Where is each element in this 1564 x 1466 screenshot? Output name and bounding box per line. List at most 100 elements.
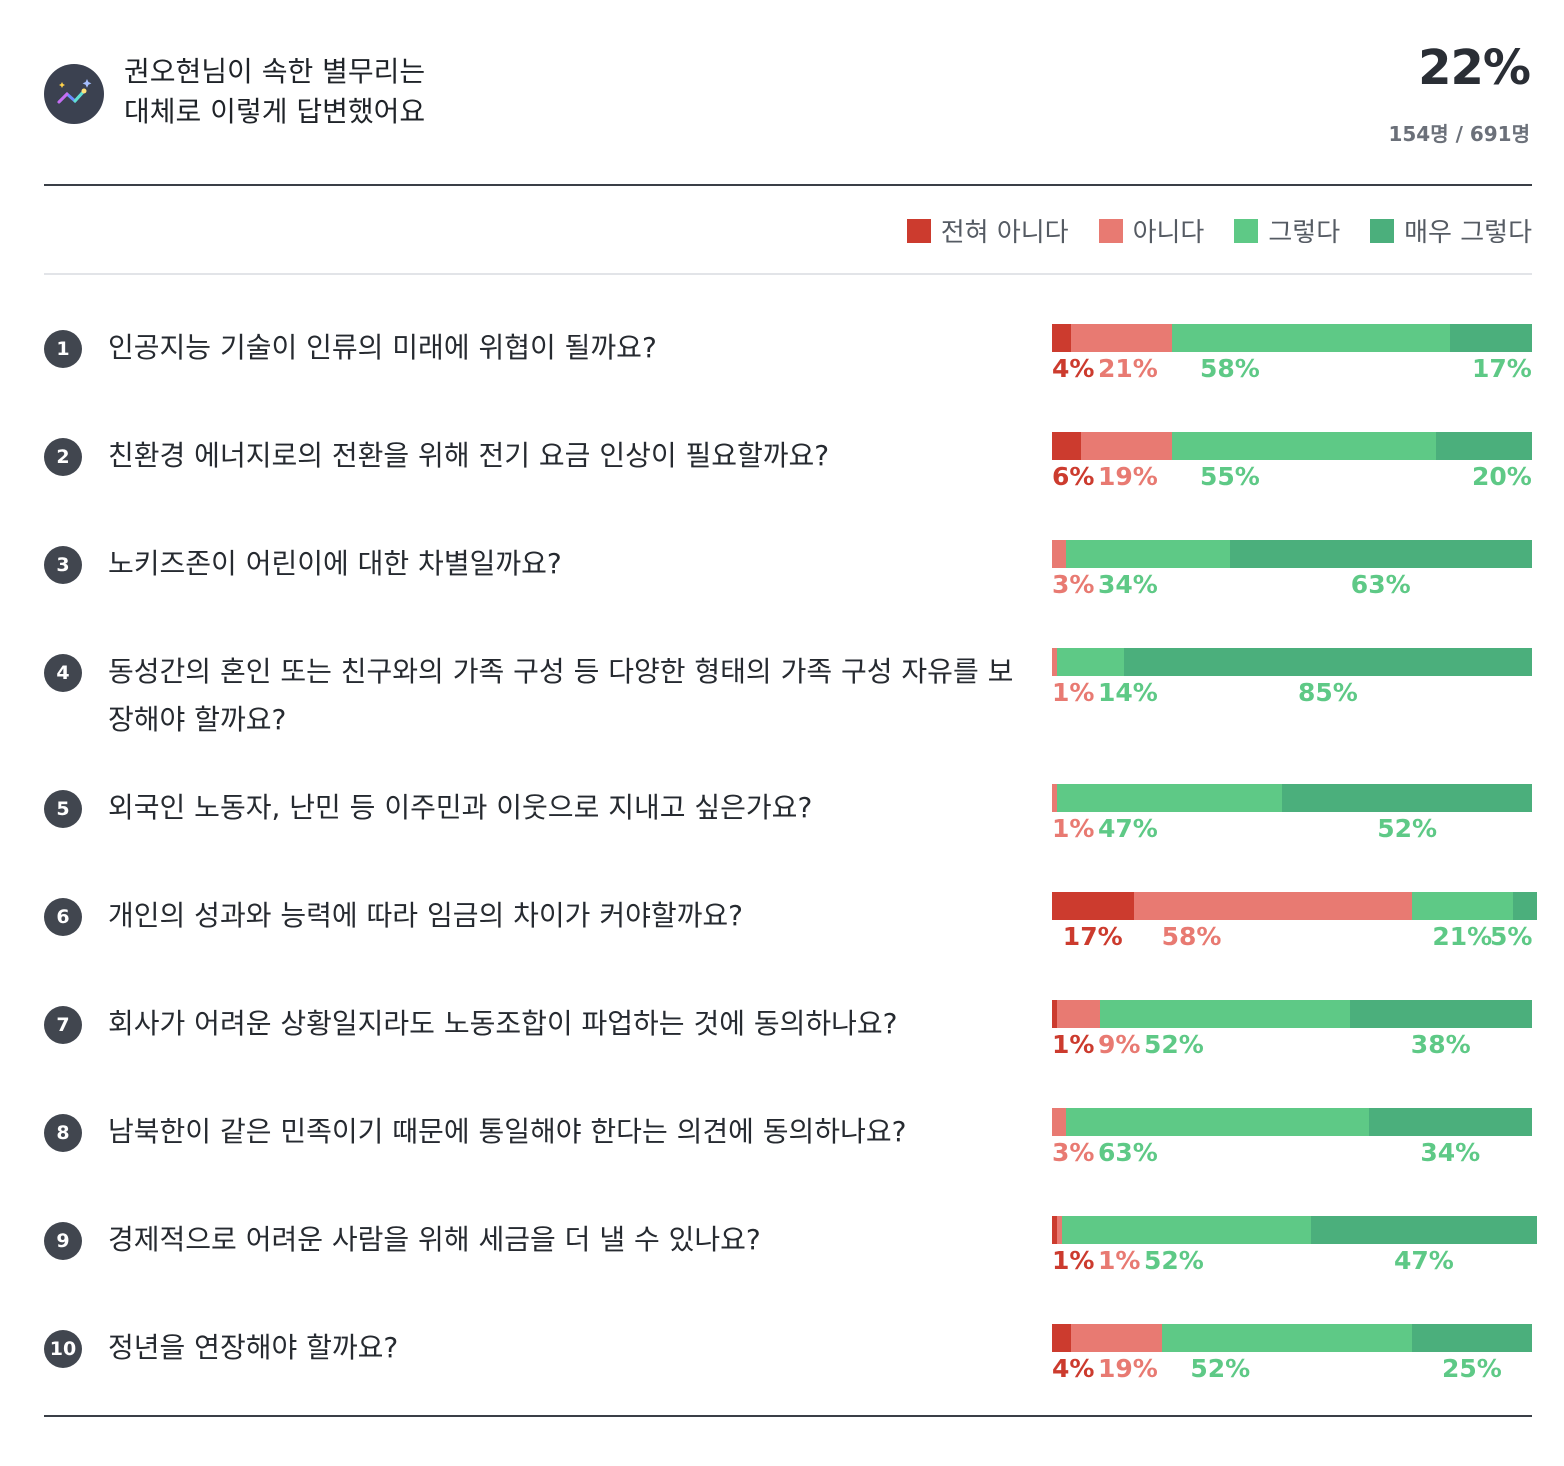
legend-swatch	[1234, 218, 1259, 243]
data-label-disagree: 1%	[1052, 814, 1095, 843]
page-title: 권오현님이 속한 별무리는 대체로 이렇게 답변했어요	[124, 52, 425, 132]
legend-item-strongly-disagree: 전혀 아니다	[906, 212, 1069, 249]
data-label-agree: 63%	[1098, 1138, 1158, 1167]
stacked-bar-10	[1052, 1324, 1532, 1352]
bar-labels-8: 3% 63% 34%	[1052, 1138, 1532, 1168]
bar-segment-strongly-agree	[1349, 1000, 1532, 1028]
bar-segment-agree	[1162, 1324, 1412, 1352]
legend-label: 전혀 아니다	[940, 218, 1069, 248]
bar-segment-agree	[1066, 540, 1230, 568]
bar-labels-6: 17% 58% 21% 5%	[1052, 922, 1533, 952]
question-number-badge: 5	[44, 790, 82, 828]
bar-segment-disagree	[1080, 432, 1172, 460]
data-label-disagree: 19%	[1098, 462, 1158, 491]
data-label-disagree: 3%	[1052, 1138, 1095, 1167]
bar-segment-strongly-disagree	[1052, 324, 1072, 352]
data-label-agree: 58%	[1200, 354, 1260, 383]
bar-labels-4: 1% 14% 85%	[1052, 678, 1532, 708]
member-count: 154명 / 691명	[1388, 122, 1530, 146]
data-label-agree: 52%	[1144, 1030, 1204, 1059]
legend-label: 매우 그렇다	[1404, 218, 1532, 248]
question-text: 경제적으로 어려운 사람을 위해 세금을 더 낼 수 있나요?	[108, 1223, 761, 1256]
bar-segment-agree	[1061, 1216, 1312, 1244]
question-text: 정년을 연장해야 할까요?	[108, 1331, 399, 1364]
bar-segment-agree	[1172, 324, 1451, 352]
bar-segment-agree	[1056, 648, 1124, 676]
bar-labels-2: 6% 19% 55% 20%	[1052, 462, 1532, 492]
data-label-disagree: 19%	[1098, 1354, 1158, 1383]
stacked-bar-1	[1052, 324, 1532, 352]
legend: 전혀 아니다 아니다 그렇다 매우 그렇다	[906, 212, 1532, 249]
legend-label: 아니다	[1132, 218, 1205, 248]
data-label-strongly-agree: 52%	[1377, 814, 1438, 843]
data-label-strongly-agree: 20%	[1472, 462, 1532, 491]
legend-swatch	[1370, 218, 1395, 243]
bar-segment-disagree	[1052, 540, 1067, 568]
legend-item-disagree: 아니다	[1098, 212, 1205, 249]
bar-segment-strongly-agree	[1124, 648, 1532, 676]
data-label-strongly-agree: 38%	[1410, 1030, 1471, 1059]
bar-segment-disagree	[1056, 1000, 1100, 1028]
data-label-strongly-agree: 47%	[1394, 1246, 1454, 1275]
bar-segment-strongly-agree	[1436, 432, 1532, 460]
data-label-strongly-agree: 25%	[1442, 1354, 1502, 1383]
bar-segment-strongly-disagree	[1052, 432, 1081, 460]
data-label-agree: 52%	[1144, 1246, 1204, 1275]
data-label-agree: 21%	[1432, 922, 1493, 951]
data-label-strongly-disagree: 17%	[1062, 922, 1123, 951]
bar-segment-disagree	[1071, 324, 1172, 352]
data-label-disagree: 9%	[1098, 1030, 1141, 1059]
data-label-agree: 34%	[1098, 570, 1158, 599]
data-label-disagree: 3%	[1052, 570, 1095, 599]
legend-swatch	[906, 218, 931, 243]
title-line-2: 대체로 이렇게 답변했어요	[124, 95, 426, 128]
legend-item-agree: 그렇다	[1234, 212, 1340, 249]
bar-labels-5: 1% 47% 52%	[1052, 814, 1532, 844]
data-label-strongly-agree: 63%	[1350, 570, 1411, 599]
data-label-agree: 47%	[1098, 814, 1158, 843]
data-label-agree: 55%	[1200, 462, 1260, 491]
stacked-bar-4	[1052, 648, 1532, 676]
question-text: 노키즈존이 어린이에 대한 차별일까요?	[108, 547, 562, 580]
bar-segment-disagree	[1071, 1324, 1163, 1352]
bar-segment-strongly-agree	[1311, 1216, 1537, 1244]
legend-divider	[44, 273, 1532, 275]
data-label-disagree: 1%	[1052, 678, 1095, 707]
data-label-disagree: 1%	[1098, 1246, 1141, 1275]
data-label-strongly-disagree: 1%	[1052, 1030, 1095, 1059]
question-text: 친환경 에너지로의 전환을 위해 전기 요금 인상이 필요할까요?	[108, 439, 830, 472]
bar-labels-1: 4% 21% 58% 17%	[1052, 354, 1532, 384]
bar-segment-disagree	[1052, 784, 1057, 812]
bar-segment-strongly-agree	[1412, 1324, 1532, 1352]
question-number-badge: 10	[44, 1330, 82, 1368]
bar-segment-strongly-agree	[1512, 892, 1537, 920]
bar-labels-3: 3% 34% 63%	[1052, 570, 1532, 600]
bar-segment-agree	[1412, 892, 1513, 920]
question-number-badge: 3	[44, 546, 82, 584]
footer-divider	[44, 1415, 1532, 1417]
title-line-1: 권오현님이 속한 별무리는	[124, 55, 426, 88]
question-number-badge: 6	[44, 898, 82, 936]
data-label-agree: 14%	[1098, 678, 1158, 707]
bar-segment-agree	[1066, 1108, 1369, 1136]
bar-segment-agree	[1100, 1000, 1350, 1028]
stacked-bar-5	[1052, 784, 1532, 812]
data-label-strongly-disagree: 1%	[1052, 1246, 1095, 1275]
question-number-badge: 1	[44, 330, 82, 368]
bar-segment-agree	[1172, 432, 1436, 460]
bar-segment-disagree	[1056, 1216, 1062, 1244]
bar-segment-strongly-disagree	[1052, 892, 1134, 920]
question-number-badge: 9	[44, 1222, 82, 1260]
header-divider	[44, 184, 1532, 186]
question-number-badge: 8	[44, 1114, 82, 1152]
stacked-bar-6	[1052, 892, 1537, 920]
stacked-bar-7	[1052, 1000, 1532, 1028]
stacked-bar-8	[1052, 1108, 1532, 1136]
bar-labels-10: 4% 19% 52% 25%	[1052, 1354, 1532, 1384]
data-label-disagree: 21%	[1098, 354, 1158, 383]
bar-segment-strongly-disagree	[1052, 1324, 1072, 1352]
bar-segment-strongly-disagree	[1052, 1216, 1057, 1244]
match-percent: 22%	[1418, 40, 1531, 96]
bar-labels-7: 1% 9% 52% 38%	[1052, 1030, 1532, 1060]
